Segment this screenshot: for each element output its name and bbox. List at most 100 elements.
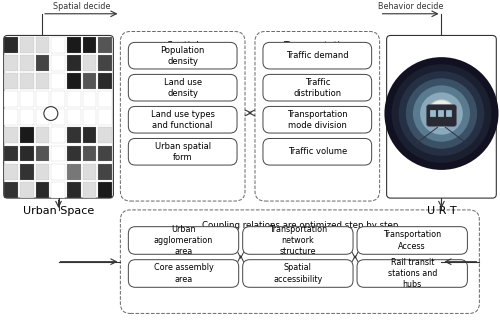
Bar <box>36 37 50 53</box>
FancyBboxPatch shape <box>255 32 380 201</box>
Text: Land use types
and functional: Land use types and functional <box>150 110 214 130</box>
Bar <box>98 73 112 89</box>
Bar <box>51 91 65 107</box>
Bar <box>20 37 34 53</box>
FancyBboxPatch shape <box>263 74 372 101</box>
Bar <box>51 128 65 143</box>
Circle shape <box>406 78 477 149</box>
Text: Core assembly
area: Core assembly area <box>154 263 214 284</box>
Bar <box>67 182 80 198</box>
FancyBboxPatch shape <box>128 43 237 69</box>
Bar <box>82 55 96 71</box>
Circle shape <box>398 71 484 156</box>
Bar <box>4 164 18 180</box>
FancyBboxPatch shape <box>263 107 372 133</box>
Text: Urban
agglomeration
area: Urban agglomeration area <box>154 225 213 256</box>
Circle shape <box>420 92 463 135</box>
FancyBboxPatch shape <box>357 227 468 254</box>
Text: Traffic
distribution: Traffic distribution <box>293 78 342 98</box>
Bar <box>20 55 34 71</box>
FancyBboxPatch shape <box>426 105 456 126</box>
FancyBboxPatch shape <box>128 138 237 165</box>
Bar <box>36 146 50 161</box>
Bar <box>446 109 452 118</box>
Circle shape <box>428 100 454 127</box>
Bar <box>82 128 96 143</box>
Bar <box>51 73 65 89</box>
Bar <box>20 91 34 107</box>
Bar <box>67 55 80 71</box>
Bar <box>4 91 18 107</box>
Bar <box>98 55 112 71</box>
Text: Spatial
structure: Spatial structure <box>161 41 204 62</box>
FancyBboxPatch shape <box>4 35 114 198</box>
Bar <box>67 91 80 107</box>
Bar <box>51 37 65 53</box>
Bar <box>82 164 96 180</box>
Bar <box>36 182 50 198</box>
Bar <box>82 73 96 89</box>
Bar <box>36 109 50 125</box>
Circle shape <box>434 107 448 120</box>
Bar <box>36 55 50 71</box>
Bar <box>98 182 112 198</box>
Text: Coupling relations are optimized step by step: Coupling relations are optimized step by… <box>202 221 398 230</box>
Bar <box>82 109 96 125</box>
FancyBboxPatch shape <box>242 227 353 254</box>
Bar <box>51 182 65 198</box>
Text: Transportation
Access: Transportation Access <box>383 231 442 251</box>
Bar <box>98 164 112 180</box>
Bar <box>67 146 80 161</box>
Bar <box>4 55 18 71</box>
Circle shape <box>44 107 58 120</box>
Bar <box>4 128 18 143</box>
Bar <box>20 182 34 198</box>
Bar <box>430 109 436 118</box>
Bar <box>98 37 112 53</box>
Bar <box>67 37 80 53</box>
Bar <box>51 109 65 125</box>
Bar <box>36 128 50 143</box>
Circle shape <box>413 85 470 142</box>
Bar <box>4 37 18 53</box>
Text: Traffic demand: Traffic demand <box>286 51 348 60</box>
FancyBboxPatch shape <box>357 260 468 287</box>
Text: U R T: U R T <box>426 206 456 216</box>
FancyBboxPatch shape <box>128 74 237 101</box>
Text: Spatial decide: Spatial decide <box>52 2 110 11</box>
FancyBboxPatch shape <box>120 210 480 313</box>
Text: Transportation
mode division: Transportation mode division <box>287 110 348 130</box>
FancyBboxPatch shape <box>386 35 496 198</box>
Bar <box>98 109 112 125</box>
Circle shape <box>427 99 456 128</box>
Circle shape <box>384 57 498 170</box>
Text: Land use
density: Land use density <box>164 78 202 98</box>
Bar <box>82 182 96 198</box>
Bar <box>4 182 18 198</box>
Circle shape <box>392 64 492 163</box>
Bar <box>67 109 80 125</box>
Text: Urban Space: Urban Space <box>23 206 94 216</box>
Bar <box>82 37 96 53</box>
Bar <box>20 146 34 161</box>
FancyBboxPatch shape <box>128 107 237 133</box>
Bar <box>4 73 18 89</box>
Bar <box>67 128 80 143</box>
Text: Transportation
network
structure: Transportation network structure <box>269 225 327 256</box>
Bar <box>67 164 80 180</box>
Bar <box>20 73 34 89</box>
Bar <box>82 146 96 161</box>
Bar <box>36 73 50 89</box>
Bar <box>67 73 80 89</box>
Bar <box>20 164 34 180</box>
FancyBboxPatch shape <box>242 260 353 287</box>
Bar <box>438 109 444 118</box>
FancyBboxPatch shape <box>263 138 372 165</box>
Text: Rail transit
stations and
hubs: Rail transit stations and hubs <box>388 258 437 289</box>
FancyBboxPatch shape <box>120 32 245 201</box>
Bar <box>98 128 112 143</box>
Text: Urban spatial
form: Urban spatial form <box>154 142 211 162</box>
Bar <box>51 55 65 71</box>
Bar <box>36 91 50 107</box>
Bar <box>4 146 18 161</box>
